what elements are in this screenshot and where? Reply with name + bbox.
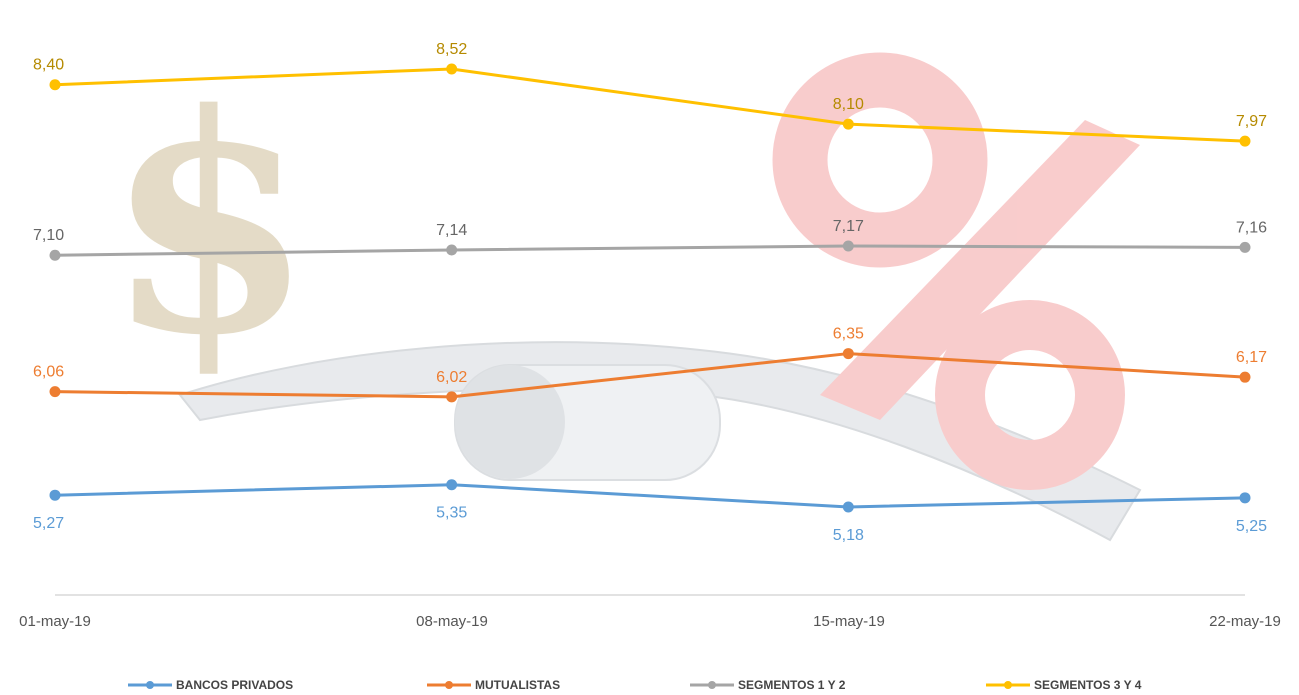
legend-label: MUTUALISTAS	[475, 678, 560, 692]
data-label: 6,17	[1236, 349, 1267, 366]
data-point[interactable]	[842, 348, 854, 360]
data-point[interactable]	[1239, 135, 1251, 147]
series-segmentos-1-y-2: 7,10 7,14 7,17 7,16	[33, 218, 1267, 261]
data-point[interactable]	[446, 479, 458, 491]
series-bancos-privados: 5,27 5,35 5,18 5,25	[33, 479, 1267, 544]
data-point[interactable]	[1239, 492, 1251, 504]
data-label: 7,16	[1236, 219, 1267, 236]
data-point[interactable]	[49, 386, 61, 398]
data-label: 5,18	[833, 527, 864, 544]
data-point[interactable]	[1239, 371, 1251, 383]
x-axis-ticks: 01-may-19 08-may-19 15-may-19 22-may-19	[19, 613, 1281, 630]
background-illustration: $	[105, 48, 1142, 542]
x-tick-label: 08-may-19	[416, 613, 488, 630]
series-line	[54, 67, 1246, 143]
data-point[interactable]	[49, 489, 61, 501]
percent-top-ring	[772, 52, 988, 268]
x-tick-label: 15-may-19	[813, 613, 885, 630]
percent-bottom-ring	[935, 300, 1125, 490]
legend-label: SEGMENTOS 1 Y 2	[738, 678, 846, 692]
data-point[interactable]	[1239, 241, 1251, 253]
series-mutualistas: 6,06 6,02 6,35 6,17	[33, 326, 1267, 403]
legend-swatch-marker	[1004, 681, 1012, 689]
x-tick-label: 22-may-19	[1209, 613, 1281, 630]
data-point[interactable]	[49, 79, 61, 91]
series-line	[54, 483, 1246, 509]
seesaw-pivot-end-shape	[455, 365, 565, 479]
data-point[interactable]	[446, 391, 458, 403]
series-line	[54, 352, 1246, 399]
legend-item-segmentos-3-y-4[interactable]: SEGMENTOS 3 Y 4	[986, 678, 1142, 692]
data-label: 8,10	[833, 96, 864, 113]
dollar-sign-art: $	[105, 48, 314, 401]
legend-label: SEGMENTOS 3 Y 4	[1034, 678, 1142, 692]
data-label: 7,97	[1236, 113, 1267, 130]
data-point[interactable]	[446, 63, 458, 75]
chart-legend: BANCOS PRIVADOS MUTUALISTAS SEGMENTOS 1 …	[128, 678, 1142, 692]
data-point[interactable]	[842, 240, 854, 252]
data-point[interactable]	[842, 501, 854, 513]
data-point[interactable]	[446, 244, 458, 256]
data-label: 5,27	[33, 515, 64, 532]
legend-swatch-marker	[708, 681, 716, 689]
legend-swatch-marker	[146, 681, 154, 689]
data-point[interactable]	[49, 249, 61, 261]
series-segmentos-3-y-4: 8,40 8,52 8,10 7,97	[33, 41, 1267, 147]
legend-swatch-marker	[445, 681, 453, 689]
percent-slash-shape	[820, 120, 1140, 420]
legend-item-mutualistas[interactable]: MUTUALISTAS	[427, 678, 560, 692]
data-label: 7,10	[33, 227, 64, 244]
series-layer: 5,27 5,35 5,18 5,25 6,06 6,02 6,35 6,17 7,10 7,14…	[33, 41, 1267, 544]
data-label: 5,25	[1236, 518, 1267, 535]
data-label: 6,35	[833, 326, 864, 343]
data-label: 7,14	[436, 222, 467, 239]
legend-item-segmentos-1-y-2[interactable]: SEGMENTOS 1 Y 2	[690, 678, 846, 692]
data-label: 7,17	[833, 218, 864, 235]
x-tick-label: 01-may-19	[19, 613, 91, 630]
data-label: 8,52	[436, 41, 467, 58]
series-line	[54, 244, 1246, 257]
data-label: 8,40	[33, 57, 64, 74]
data-label: 6,02	[436, 369, 467, 386]
legend-label: BANCOS PRIVADOS	[176, 678, 293, 692]
data-point[interactable]	[842, 118, 854, 130]
data-label: 5,35	[436, 505, 467, 522]
data-label: 6,06	[33, 364, 64, 381]
legend-item-bancos-privados[interactable]: BANCOS PRIVADOS	[128, 678, 293, 692]
